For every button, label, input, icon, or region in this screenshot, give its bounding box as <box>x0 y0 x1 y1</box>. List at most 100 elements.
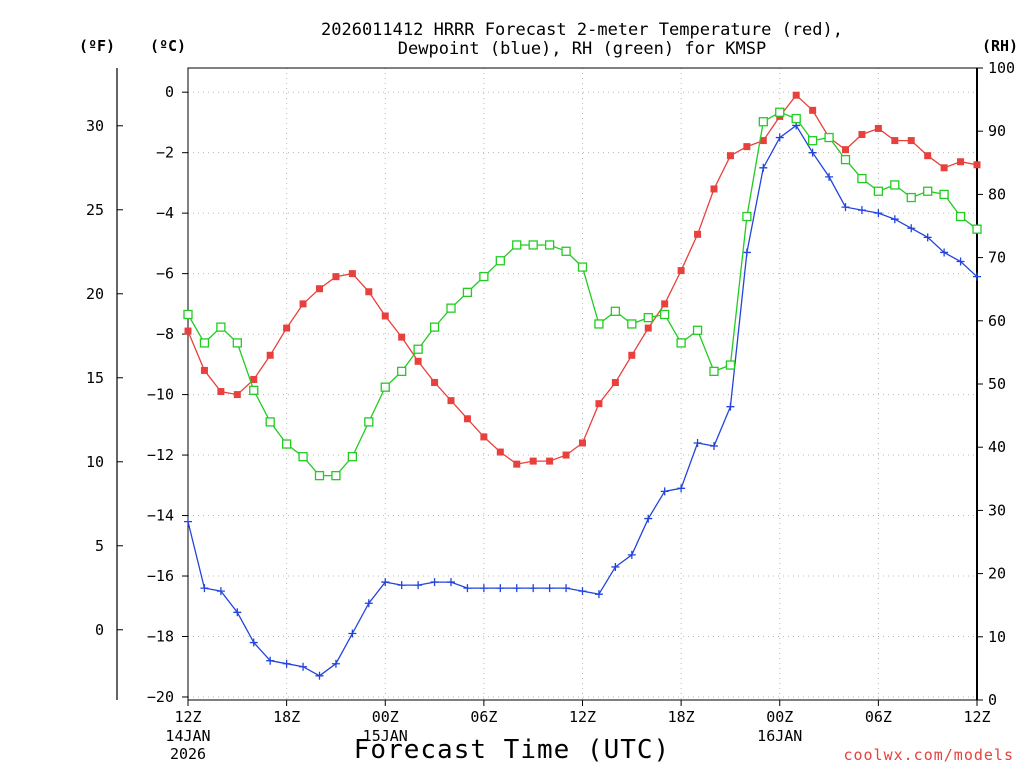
dewpoint-point <box>512 584 521 593</box>
fahrenheit-tick-label: 0 <box>95 621 104 639</box>
temperature-point <box>184 327 192 335</box>
dewpoint-point <box>611 562 620 571</box>
rh-point <box>298 452 308 462</box>
temperature-point <box>907 137 915 145</box>
rh-point <box>873 186 884 196</box>
temperature-point <box>217 388 225 396</box>
x-tick-sublabel: 16JAN <box>757 727 802 745</box>
fahrenheit-tick-label: 15 <box>86 369 104 387</box>
rh-unit-label: (RH) <box>982 37 1018 55</box>
temperature-point <box>759 137 767 145</box>
dewpoint-point <box>808 148 817 157</box>
temperature-point <box>661 300 669 308</box>
dewpoint-point <box>956 257 965 266</box>
dewpoint-point <box>578 587 587 596</box>
rh-tick-label: 60 <box>988 312 1006 330</box>
rh-point <box>758 117 768 127</box>
rh-point <box>216 322 226 332</box>
rh-point <box>709 366 719 377</box>
dewpoint-point <box>529 584 538 593</box>
rh-point <box>462 287 473 298</box>
dewpoint-point <box>841 203 850 212</box>
dewpoint-point <box>216 587 225 596</box>
rh-point <box>265 417 275 427</box>
rh-point <box>791 113 801 124</box>
rh-tick-label: 50 <box>988 375 1006 393</box>
rh-point <box>955 211 966 222</box>
rh-tick-label: 30 <box>988 501 1006 519</box>
temperature-point <box>332 273 340 281</box>
x-tick-sublabel: 14JAN <box>165 727 210 745</box>
temperature-point <box>200 366 208 374</box>
x-tick-label: 00Z <box>766 708 793 726</box>
dewpoint-point <box>825 172 834 181</box>
celsius-tick-label: −4 <box>156 204 174 222</box>
temperature-point <box>957 158 965 166</box>
dewpoint-point <box>594 590 603 599</box>
dewpoint-point <box>364 599 373 608</box>
dewpoint-point <box>299 662 308 671</box>
rh-tick-label: 90 <box>988 122 1006 140</box>
rh-point <box>594 319 604 329</box>
temperature-point <box>694 230 702 238</box>
celsius-tick-label: −2 <box>156 144 174 162</box>
dewpoint-point <box>200 584 209 593</box>
rh-tick-label: 40 <box>988 438 1006 456</box>
dewpoint-point <box>710 441 718 450</box>
dewpoint-point <box>726 402 735 411</box>
chart-title-line-1: 2026011412 HRRR Forecast 2-meter Tempera… <box>321 20 843 40</box>
temperature-point <box>677 267 685 275</box>
temperature-point <box>809 106 817 114</box>
rh-point <box>561 246 571 256</box>
rh-point <box>775 107 785 117</box>
dewpoint-point <box>759 163 768 172</box>
dewpoint-point <box>644 514 653 523</box>
temperature-point <box>842 146 849 154</box>
rh-point <box>923 186 933 196</box>
rh-tick-label: 80 <box>988 185 1006 203</box>
rh-point <box>725 360 736 370</box>
temperature-point <box>316 285 323 293</box>
temperature-point <box>299 300 307 308</box>
dewpoint-point <box>693 438 702 447</box>
dewpoint-point <box>742 248 751 257</box>
x-tick-label: 06Z <box>470 708 497 726</box>
rh-point <box>972 224 982 234</box>
temperature-point <box>973 161 981 169</box>
dewpoint-point <box>874 209 883 218</box>
rh-point <box>939 189 949 200</box>
temperature-point <box>250 375 258 383</box>
dewpoint-point <box>562 584 571 593</box>
temperature-point <box>644 324 652 332</box>
dewpoint-point <box>381 578 390 587</box>
temperature-point <box>447 397 455 405</box>
rh-point <box>528 240 538 250</box>
dewpoint-point <box>463 584 472 593</box>
dewpoint-point <box>627 550 636 559</box>
fahrenheit-unit-label: (ºF) <box>79 37 115 55</box>
x-axis-label: Forecast Time (UTC) <box>354 735 670 765</box>
x-tick-label: 12Z <box>963 708 990 726</box>
dewpoint-point <box>496 584 505 593</box>
dewpoint-point <box>414 581 423 590</box>
fahrenheit-tick-label: 10 <box>86 453 104 471</box>
chart-title-line-2: Dewpoint (blue), RH (green) for KMSP <box>398 39 766 59</box>
dewpoint-point <box>907 224 916 233</box>
dewpoint-point <box>775 133 784 142</box>
temperature-point <box>414 357 422 365</box>
celsius-tick-label: 0 <box>165 83 174 101</box>
fahrenheit-tick-label: 5 <box>95 537 104 555</box>
rh-point <box>643 312 653 323</box>
rh-point <box>429 322 440 332</box>
rh-point <box>249 385 259 395</box>
celsius-unit-label: (ºC) <box>150 37 186 55</box>
temperature-point <box>858 131 866 139</box>
temperature-point <box>529 457 537 465</box>
dewpoint-point <box>266 656 275 665</box>
celsius-tick-label: −18 <box>147 627 174 645</box>
rh-tick-label: 0 <box>988 691 997 709</box>
dewpoint-point <box>660 487 669 496</box>
temperature-point <box>891 137 899 145</box>
rh-point <box>577 262 588 272</box>
